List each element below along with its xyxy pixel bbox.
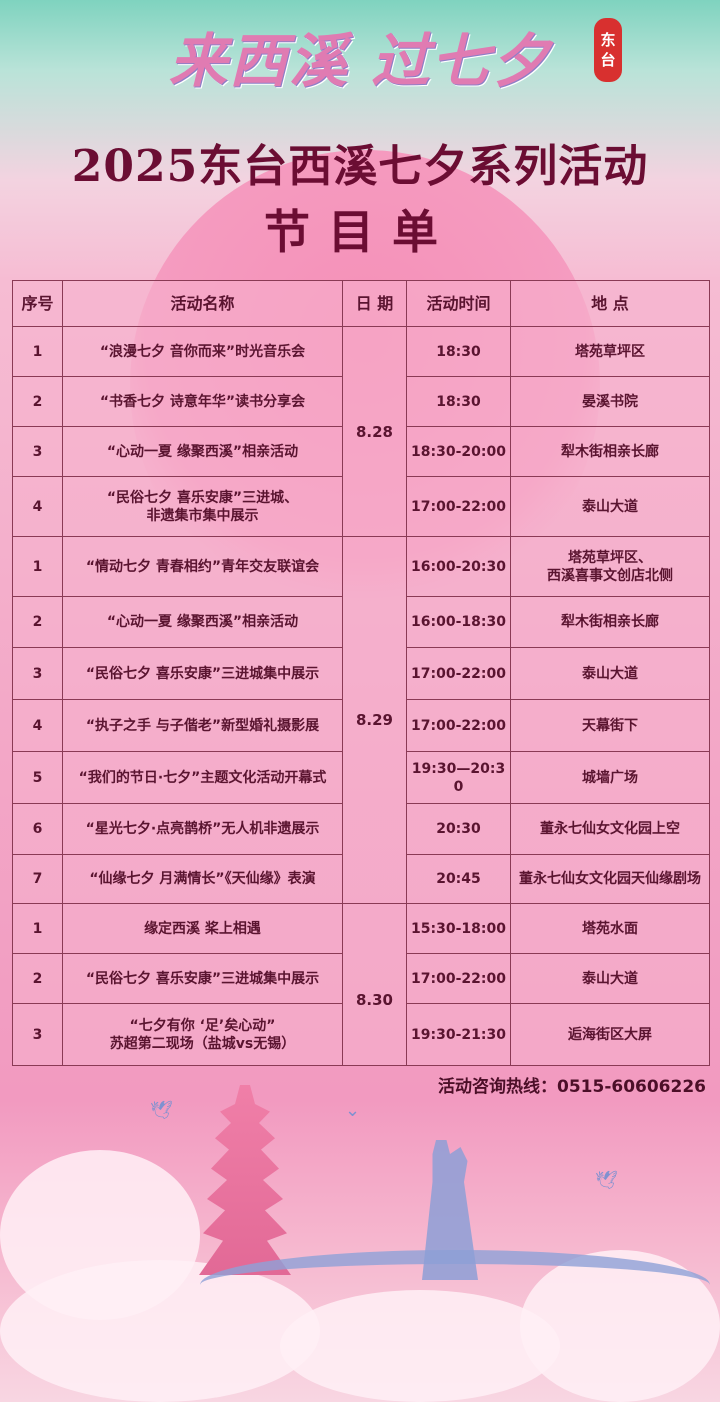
table-row: 1 缘定西溪 桨上相遇 8.30 15:30-18:00 塔苑水面 bbox=[12, 903, 710, 1066]
cell-time: 18:30 bbox=[406, 376, 511, 427]
cell-place: 董永七仙女文化园上空 bbox=[510, 803, 710, 855]
cell-time: 17:00-22:00 bbox=[406, 699, 511, 752]
table-row: 2 “心动一夏 缘聚西溪”相亲活动 16:00-18:30 犁木街相亲长廊 bbox=[12, 596, 710, 648]
table-row: 5 “我们的节日·七夕”主题文化活动开幕式 19:30—20:30 城墙广场 bbox=[12, 751, 710, 804]
magpie-icon: 🕊 bbox=[150, 1100, 173, 1121]
cell-no: 2 bbox=[12, 596, 63, 648]
cell-time: 18:30 bbox=[406, 326, 511, 377]
cell-no: 3 bbox=[12, 1003, 63, 1066]
table-header-row: 序号 活动名称 日 期 活动时间 地 点 bbox=[12, 280, 710, 327]
cell-date: 8.30 bbox=[342, 903, 407, 1066]
cell-time: 16:00-20:30 bbox=[406, 536, 511, 597]
header-place: 地 点 bbox=[510, 280, 710, 327]
couple-illustration bbox=[422, 1140, 478, 1280]
cell-place: 泰山大道 bbox=[510, 476, 710, 537]
cell-time: 18:30-20:00 bbox=[406, 426, 511, 477]
cell-name: “情动七夕 青春相约”青年交友联谊会 bbox=[62, 536, 343, 597]
cell-no: 1 bbox=[12, 536, 63, 597]
pagoda-illustration bbox=[199, 1085, 291, 1275]
cell-no: 6 bbox=[12, 803, 63, 855]
header-time: 活动时间 bbox=[406, 280, 511, 327]
header-no: 序号 bbox=[12, 280, 63, 327]
cell-time: 20:45 bbox=[406, 854, 511, 904]
table-row: 6 “星光七夕·点亮鹊桥”无人机非遗展示 20:30 董永七仙女文化园上空 bbox=[12, 803, 710, 855]
cell-no: 3 bbox=[12, 647, 63, 700]
cell-time: 19:30-21:30 bbox=[406, 1003, 511, 1066]
cell-date: 8.28 bbox=[342, 326, 407, 537]
cell-no: 4 bbox=[12, 476, 63, 537]
cell-place: 泰山大道 bbox=[510, 647, 710, 700]
cell-name: “书香七夕 诗意年华”读书分享会 bbox=[62, 376, 343, 427]
cell-no: 2 bbox=[12, 376, 63, 427]
cell-no: 4 bbox=[12, 699, 63, 752]
page-title: 2025东台西溪七夕系列活动 bbox=[71, 141, 649, 192]
cell-no: 7 bbox=[12, 854, 63, 904]
program-table: 序号 活动名称 日 期 活动时间 地 点 1 “浪漫七夕 音你而来”时光音乐会 8.… bbox=[12, 280, 710, 1066]
magpie-icon: ⌄ bbox=[345, 1100, 361, 1121]
cell-name: “心动一夏 缘聚西溪”相亲活动 bbox=[62, 596, 343, 648]
cell-place: 犁木街相亲长廊 bbox=[510, 426, 710, 477]
cell-place: 犁木街相亲长廊 bbox=[510, 596, 710, 648]
cell-place: 逅海街区大屏 bbox=[510, 1003, 710, 1066]
seal-char: 台 bbox=[600, 51, 616, 69]
header-date: 日 期 bbox=[342, 280, 407, 327]
magpie-icon: 🕊 bbox=[595, 1170, 618, 1191]
cell-place: 董永七仙女文化园天仙缘剧场 bbox=[510, 854, 710, 904]
cell-place: 天幕街下 bbox=[510, 699, 710, 752]
cell-time: 19:30—20:30 bbox=[406, 751, 511, 804]
cell-no: 1 bbox=[12, 326, 63, 377]
cell-place: 塔苑草坪区 bbox=[510, 326, 710, 377]
cell-place: 塔苑水面 bbox=[510, 903, 710, 954]
page-subtitle: 节目单 bbox=[264, 205, 456, 259]
cell-no: 2 bbox=[12, 953, 63, 1004]
cell-time: 17:00-22:00 bbox=[406, 953, 511, 1004]
cell-place: 塔苑草坪区、 西溪喜事文创店北侧 bbox=[510, 536, 710, 597]
cell-name: “我们的节日·七夕”主题文化活动开幕式 bbox=[62, 751, 343, 804]
cell-date: 8.29 bbox=[342, 536, 407, 904]
table-row: 1 “情动七夕 青春相约”青年交友联谊会 8.29 16:00-20:30 塔苑草坪区、… bbox=[12, 536, 710, 904]
cell-no: 5 bbox=[12, 751, 63, 804]
cell-time: 17:00-22:00 bbox=[406, 476, 511, 537]
header-name: 活动名称 bbox=[62, 280, 343, 327]
cell-place: 城墙广场 bbox=[510, 751, 710, 804]
table-row: 3 “七夕有你 ‘足’矣心动” 苏超第二现场（盐城vs无锡） 19:30-21:30… bbox=[12, 1003, 710, 1066]
cell-place: 晏溪书院 bbox=[510, 376, 710, 427]
dongtai-seal: 东 台 bbox=[594, 18, 622, 82]
cell-name: “浪漫七夕 音你而来”时光音乐会 bbox=[62, 326, 343, 377]
hotline: 活动咨询热线：0515-60606226 bbox=[438, 1077, 706, 1097]
table-row: 1 “浪漫七夕 音你而来”时光音乐会 8.28 18:30 塔苑草坪区 bbox=[12, 326, 710, 537]
cell-name: “星光七夕·点亮鹊桥”无人机非遗展示 bbox=[62, 803, 343, 855]
cell-name: “心动一夏 缘聚西溪”相亲活动 bbox=[62, 426, 343, 477]
cell-no: 3 bbox=[12, 426, 63, 477]
cell-name: 缘定西溪 桨上相遇 bbox=[62, 903, 343, 954]
cell-name: “仙缘七夕 月满情长”《天仙缘》表演 bbox=[62, 854, 343, 904]
cell-time: 17:00-22:00 bbox=[406, 647, 511, 700]
cell-time: 16:00-18:30 bbox=[406, 596, 511, 648]
cell-name: “民俗七夕 喜乐安康”三进城、 非遗集市集中展示 bbox=[62, 476, 343, 537]
table-row: 2 “书香七夕 诗意年华”读书分享会 18:30 晏溪书院 bbox=[12, 376, 710, 427]
table-row: 3 “民俗七夕 喜乐安康”三进城集中展示 17:00-22:00 泰山大道 bbox=[12, 647, 710, 700]
slogan-logo: 来西溪 过七夕 bbox=[168, 27, 552, 95]
seal-char: 东 bbox=[600, 31, 616, 49]
cell-name: “七夕有你 ‘足’矣心动” 苏超第二现场（盐城vs无锡） bbox=[62, 1003, 343, 1066]
cell-time: 15:30-18:00 bbox=[406, 903, 511, 954]
cell-place: 泰山大道 bbox=[510, 953, 710, 1004]
cell-no: 1 bbox=[12, 903, 63, 954]
cell-name: “执子之手 与子偕老”新型婚礼摄影展 bbox=[62, 699, 343, 752]
table-row: 3 “心动一夏 缘聚西溪”相亲活动 18:30-20:00 犁木街相亲长廊 bbox=[12, 426, 710, 477]
cell-name: “民俗七夕 喜乐安康”三进城集中展示 bbox=[62, 647, 343, 700]
cell-name: “民俗七夕 喜乐安康”三进城集中展示 bbox=[62, 953, 343, 1004]
cell-time: 20:30 bbox=[406, 803, 511, 855]
